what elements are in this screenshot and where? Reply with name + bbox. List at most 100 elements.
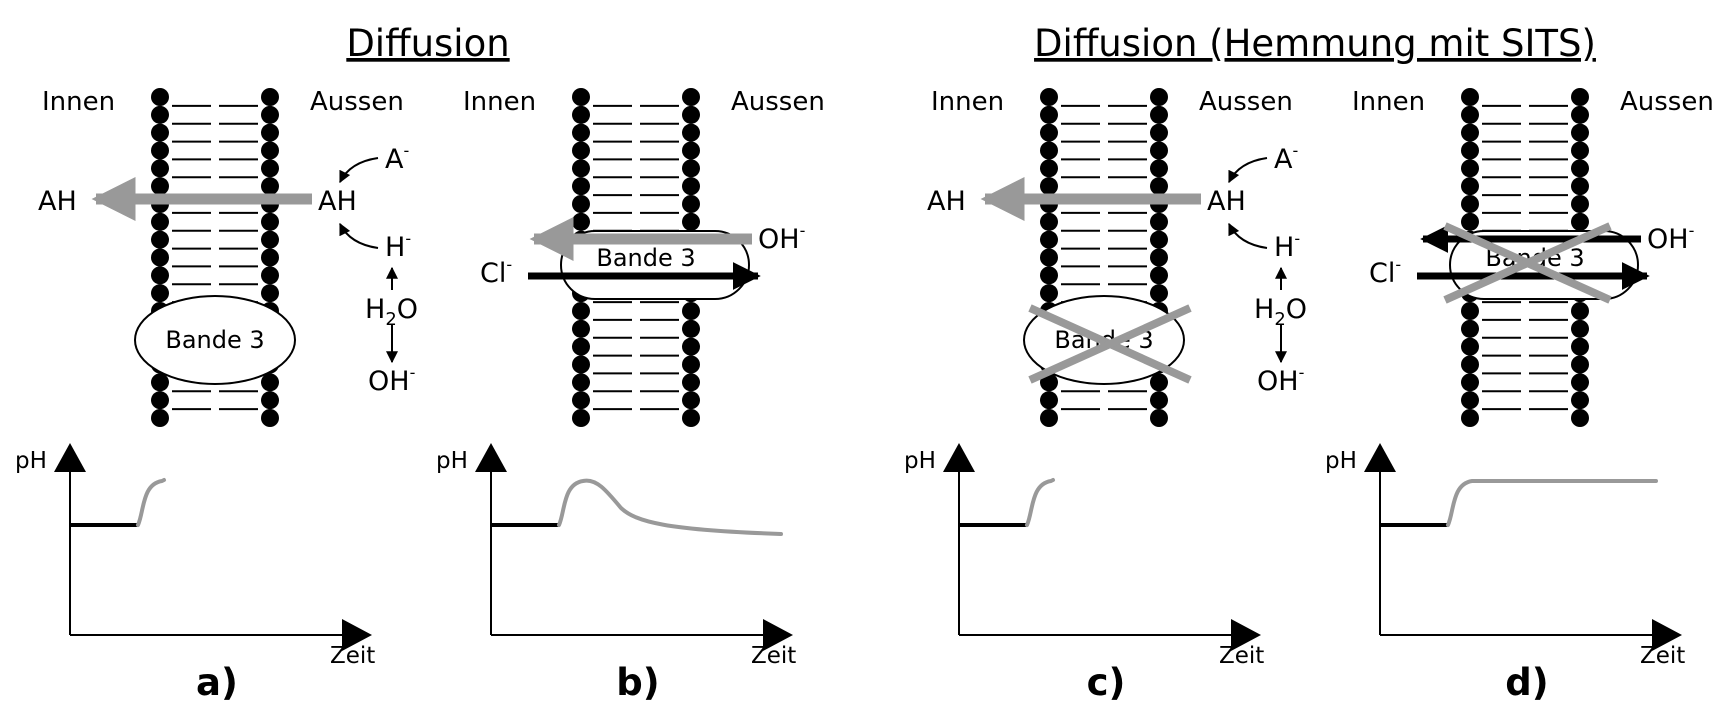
lipid-head (1571, 337, 1589, 356)
lipid-head (1571, 141, 1589, 160)
lipid-head (572, 337, 590, 356)
lipid-head (682, 409, 700, 427)
lipid-head (1461, 302, 1479, 320)
lipid-head (261, 141, 279, 160)
lipid-head (1150, 212, 1168, 231)
lipid-head (261, 177, 279, 196)
lipid-head (1461, 391, 1479, 410)
chloride: Cl- (480, 255, 512, 289)
lipid-head (1461, 319, 1479, 338)
ph-trace (557, 478, 783, 536)
lipid-head (682, 141, 700, 160)
lipid-head (151, 284, 169, 303)
panel-label-d: d) (1505, 661, 1548, 704)
lipid-head (151, 391, 169, 410)
lipid-head (151, 409, 169, 427)
lipid-head (1571, 105, 1589, 124)
lipid-head (1461, 141, 1479, 160)
lipid-head (572, 302, 590, 320)
ph-chart-b: pH Zeit (436, 443, 796, 669)
lipid-head (261, 212, 279, 231)
label-outside: Aussen (1620, 87, 1714, 117)
lipid-head (1040, 159, 1058, 178)
label-inside: Innen (931, 87, 1004, 117)
lipid-head (151, 373, 169, 392)
lipid-head (572, 409, 590, 427)
lipid-head (151, 88, 169, 106)
lipid-head (682, 337, 700, 356)
water: H2O (365, 294, 418, 330)
x-axis-arrowhead (1652, 619, 1682, 651)
lipid-head (1150, 391, 1168, 410)
lipid-head (1571, 391, 1589, 410)
hydroxide: OH- (758, 221, 805, 255)
lipid-head (572, 105, 590, 124)
lipid-head (261, 266, 279, 285)
lipid-head (572, 195, 590, 213)
x-axis-label: Zeit (751, 643, 796, 669)
lipid-head (682, 391, 700, 410)
ph-trace (1446, 479, 1658, 527)
lipid-head (1150, 88, 1168, 106)
lipid-head (1150, 409, 1168, 427)
lipid-head (682, 373, 700, 392)
hydroxide: OH- (1257, 363, 1304, 397)
lipid-head (1461, 212, 1479, 231)
lipid-head (1150, 266, 1168, 285)
lipid-head (1571, 88, 1589, 106)
anion: A- (385, 141, 409, 175)
lipid-head (1571, 373, 1589, 392)
panel-label-a: a) (196, 661, 238, 704)
label-inside: Innen (1352, 87, 1425, 117)
label-inside: Innen (42, 87, 115, 117)
lipid-head (682, 212, 700, 231)
lipid-head (1461, 123, 1479, 142)
lipid-head (1461, 88, 1479, 106)
lipid-head (261, 248, 279, 267)
lipid-head (682, 355, 700, 374)
lipid-head (1040, 391, 1058, 410)
water: H2O (1254, 294, 1307, 330)
band3-protein (134, 295, 296, 385)
lipid-head (1040, 212, 1058, 231)
x-axis-label: Zeit (1640, 643, 1685, 669)
lipid-head (572, 373, 590, 392)
panel-c: Innen Aussen Bande 3 AH AH A- H- H2O OH-… (904, 87, 1307, 704)
acid-outside: AH (318, 186, 357, 217)
lipid-head (572, 391, 590, 410)
lipid-head (1150, 141, 1168, 160)
lipid-head (1040, 230, 1058, 249)
lipid-head (1150, 373, 1168, 392)
proton-binding-arrow (1228, 222, 1268, 249)
lipid-head (1150, 177, 1168, 196)
acid-outside: AH (1207, 186, 1246, 217)
ph-trace (136, 478, 166, 527)
lipid-head (261, 105, 279, 124)
lipid-head (151, 230, 169, 249)
lipid-head (572, 177, 590, 196)
lipid-head (682, 105, 700, 124)
anion-binding-arrow (1228, 157, 1268, 184)
lipid-head (151, 177, 169, 196)
lipid-head (682, 177, 700, 196)
lipid-head (1571, 409, 1589, 427)
chloride: Cl- (1369, 255, 1401, 289)
lipid-head (1040, 248, 1058, 267)
lipid-head (572, 159, 590, 178)
lipid-head (1150, 230, 1168, 249)
y-axis-arrowhead (475, 443, 507, 472)
y-axis-label: pH (904, 448, 936, 474)
hydroxide: OH- (1647, 221, 1694, 255)
lipid-head (1461, 409, 1479, 427)
x-axis-label: Zeit (330, 643, 375, 669)
inhibition-cross-stroke-2 (1028, 304, 1192, 384)
lipid-bilayer (572, 88, 700, 427)
lipid-head (1040, 284, 1058, 303)
x-axis-arrowhead (1231, 619, 1261, 651)
proton-binding-arrow (339, 222, 379, 249)
lipid-head (1461, 195, 1479, 213)
lipid-head (572, 319, 590, 338)
lipid-head (151, 141, 169, 160)
lipid-head (151, 266, 169, 285)
